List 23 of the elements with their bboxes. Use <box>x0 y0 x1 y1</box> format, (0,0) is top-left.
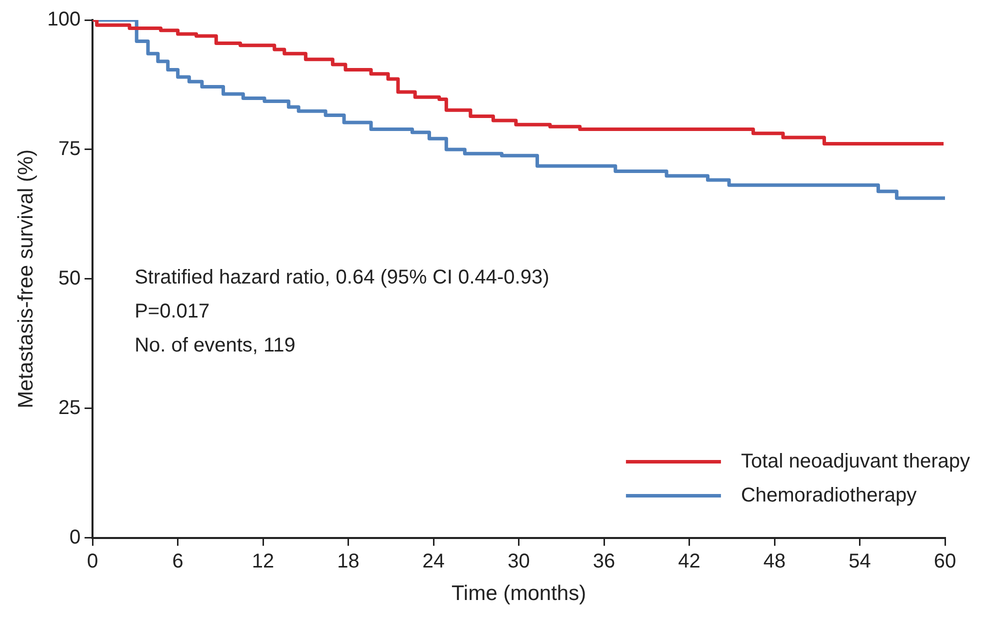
annotation: No. of events, 119 <box>134 334 296 357</box>
x-tick-label: 30 <box>508 550 530 572</box>
legend-label: Total neoadjuvant therapy <box>740 450 970 472</box>
x-tick-label: 24 <box>422 550 445 572</box>
y-tick-label: 100 <box>47 8 81 31</box>
x-tick-label: 12 <box>252 550 274 572</box>
legend-label: Chemoradiotherapy <box>740 484 917 506</box>
y-tick-label: 0 <box>69 526 81 548</box>
annotation: Stratified hazard ratio, 0.64 (95% CI 0.44-0.93) <box>134 266 550 289</box>
x-tick-label: 42 <box>678 550 700 572</box>
x-tick-label: 48 <box>763 550 786 572</box>
y-tick-label: 50 <box>58 267 81 290</box>
x-tick-label: 0 <box>87 550 98 572</box>
x-tick-label: 18 <box>337 550 360 572</box>
annotation: P=0.017 <box>134 300 210 323</box>
y-axis-title: Metastasis-free survival (%) <box>14 149 38 408</box>
x-axis-title: Time (months) <box>451 582 586 606</box>
x-tick-label: 54 <box>848 550 871 572</box>
y-tick-label: 75 <box>58 138 81 160</box>
x-tick-label: 60 <box>934 550 956 572</box>
y-tick-label: 25 <box>58 396 81 419</box>
x-tick-label: 6 <box>172 550 184 572</box>
x-tick-label: 36 <box>592 550 616 572</box>
